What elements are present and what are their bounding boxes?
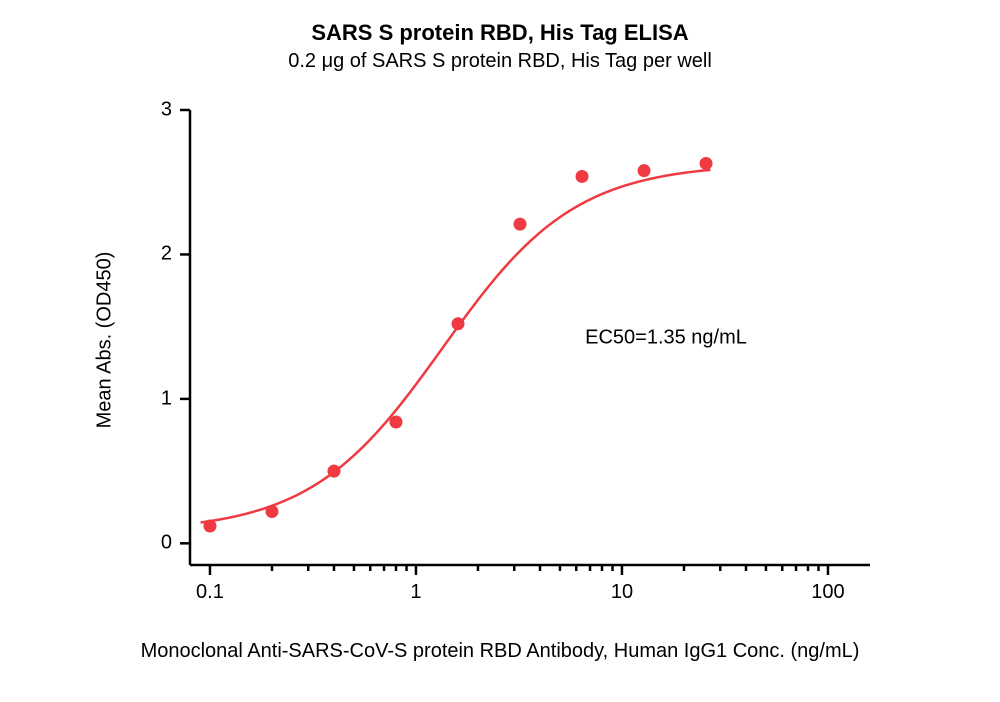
y-tick-label: 3 bbox=[161, 99, 172, 122]
data-point bbox=[203, 520, 216, 533]
x-tick-label: 1 bbox=[410, 581, 421, 604]
y-tick-label: 0 bbox=[161, 532, 172, 555]
y-tick-label: 2 bbox=[161, 243, 172, 266]
x-tick-label: 0.1 bbox=[196, 581, 224, 604]
data-point bbox=[452, 317, 465, 330]
data-point bbox=[638, 164, 651, 177]
x-tick-label: 10 bbox=[611, 581, 633, 604]
data-point bbox=[514, 218, 527, 231]
y-tick-label: 1 bbox=[161, 387, 172, 410]
x-tick-label: 100 bbox=[811, 581, 844, 604]
data-point bbox=[327, 465, 340, 478]
ec50-annotation: EC50=1.35 ng/mL bbox=[585, 326, 747, 349]
x-axis-label: Monoclonal Anti-SARS-CoV-S protein RBD A… bbox=[0, 640, 1000, 663]
chart-plot bbox=[0, 0, 1000, 702]
data-point bbox=[576, 170, 589, 183]
y-axis-label: Mean Abs. (OD450) bbox=[94, 252, 117, 429]
data-point bbox=[265, 505, 278, 518]
data-point bbox=[389, 416, 402, 429]
data-point bbox=[700, 157, 713, 170]
